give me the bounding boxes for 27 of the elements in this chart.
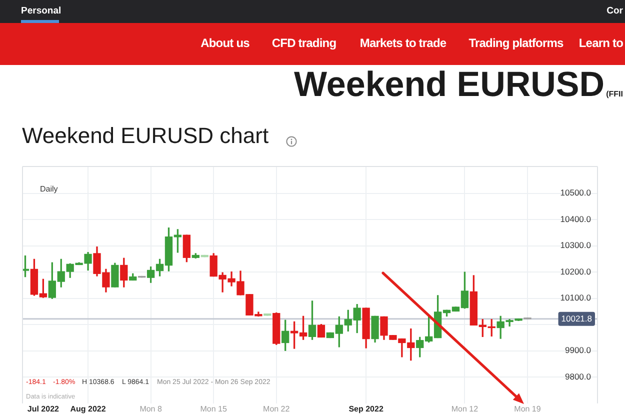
x-tick-label: Mon 22	[263, 404, 290, 414]
text: Cor	[606, 6, 623, 18]
x-tick-label: Mon 19	[514, 404, 542, 414]
chart-subtitle: Weekend EURUSD chart	[22, 123, 269, 149]
ref-line-label: 10021.8	[561, 314, 592, 324]
x-tick-label: Mon 12	[451, 404, 479, 414]
y-tick-label: 9900.0	[565, 345, 592, 356]
text: Trading platforms	[468, 36, 564, 51]
x-tick-label: Sep 2022	[348, 404, 384, 414]
x-tick-label: Mon 15	[200, 404, 228, 414]
text: Learn to	[578, 36, 623, 51]
y-tick-label: 10400.0	[560, 214, 592, 224]
x-tick-label: Mon 8	[140, 404, 162, 414]
text: CFD trading	[272, 36, 336, 51]
y-tick-label: 10500.0	[560, 188, 592, 198]
y-tick-label: 10100.0	[560, 292, 592, 303]
text: (FFII	[606, 89, 623, 99]
x-tick-label: Jul 2022	[27, 404, 60, 414]
chart-title: Weekend EURUSD	[294, 65, 605, 104]
text: About us	[200, 36, 250, 51]
text: Markets to trade	[360, 36, 446, 51]
x-tick-label: Aug 2022	[70, 404, 106, 414]
annotation: Daily	[40, 184, 58, 194]
y-tick-label: 10200.0	[560, 266, 592, 276]
text: Personal	[21, 6, 62, 18]
y-tick-label: 10300.0	[560, 240, 592, 250]
y-tick-label: 9800.0	[565, 371, 592, 382]
